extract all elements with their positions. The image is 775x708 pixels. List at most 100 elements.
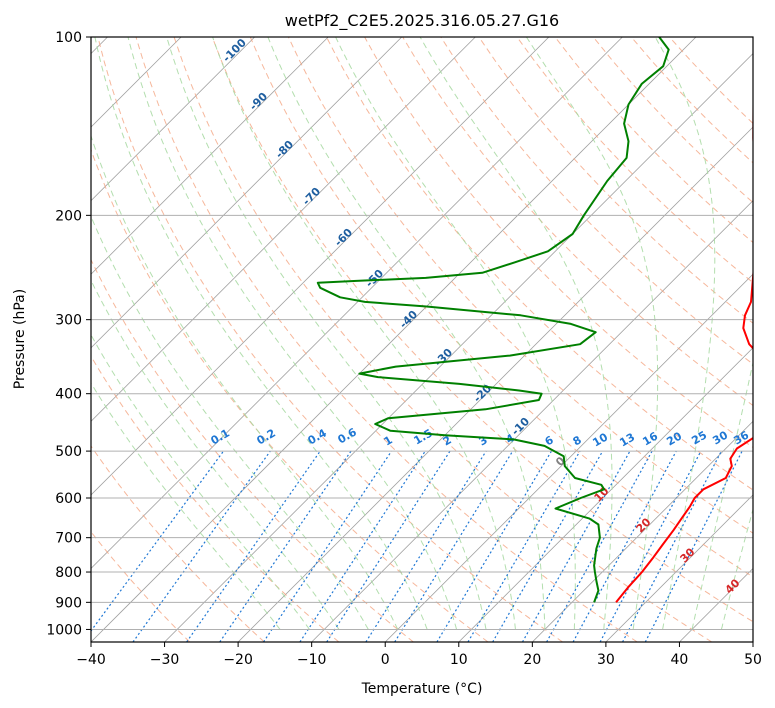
adiabat-label: 16 xyxy=(640,429,660,448)
chart-title: wetPf2_C2E5.2025.316.05.27.G16 xyxy=(285,11,559,31)
mixing-ratio-line xyxy=(132,450,271,642)
adiabat-label: 20 xyxy=(664,429,684,448)
sounding-series xyxy=(316,37,753,603)
dewpoint-profile-line xyxy=(316,37,670,603)
y-axis-title: Pressure (hPa) xyxy=(12,289,28,389)
moist-adiabat xyxy=(166,37,487,630)
dry-adiabat xyxy=(91,148,489,642)
mixing-ratio-line xyxy=(263,450,393,642)
moist-adiabat xyxy=(720,507,753,630)
moist-adiabat xyxy=(691,360,753,630)
dry-adiabat xyxy=(211,37,753,623)
mixing-ratio-line xyxy=(394,450,514,642)
dry-adiabat xyxy=(97,37,563,642)
adiabat-label: 25 xyxy=(689,429,709,448)
isotherm-line xyxy=(384,273,753,642)
adiabat-label: -80 xyxy=(273,138,296,161)
y-tick-label: 200 xyxy=(55,208,82,224)
adiabat-label: 3 xyxy=(477,433,490,448)
adiabat-label: -10 xyxy=(509,415,532,438)
x-tick-label: −20 xyxy=(223,652,253,668)
mixing-ratio-line xyxy=(365,450,487,642)
moist-adiabat xyxy=(127,37,458,630)
y-tick-label: 800 xyxy=(55,565,82,581)
adiabat-label: -50 xyxy=(363,267,386,290)
isotherm-line xyxy=(605,494,753,642)
y-tick-label: 300 xyxy=(55,313,82,329)
y-tick-label: 400 xyxy=(55,387,82,403)
isotherm-line xyxy=(91,37,623,570)
x-tick-label: 0 xyxy=(381,652,390,668)
dry-adiabat xyxy=(478,37,753,324)
isotherm-line xyxy=(311,200,753,642)
dry-adiabat xyxy=(91,445,265,642)
mixing-ratio-line xyxy=(326,450,451,642)
dry-adiabat xyxy=(173,37,713,642)
adiabat-label: 1.5 xyxy=(412,426,435,447)
moist-adiabat xyxy=(91,279,340,630)
mixing-ratio-line xyxy=(599,450,702,642)
dry-adiabat xyxy=(249,37,753,578)
y-tick-label: 900 xyxy=(55,595,82,611)
x-axis-title: Temperature (°C) xyxy=(361,681,483,697)
x-tick-label: 40 xyxy=(671,652,689,668)
mixing-ratio-line xyxy=(546,450,653,642)
x-tick-label: 50 xyxy=(744,652,762,668)
moist-adiabat xyxy=(525,37,659,630)
adiabat-label: 30 xyxy=(678,545,698,565)
x-tick-label: −10 xyxy=(297,652,327,668)
mixing-ratio-line xyxy=(492,450,604,642)
dry-adiabat xyxy=(326,37,753,491)
mixing-ratio-line xyxy=(572,450,677,642)
dry-adiabat xyxy=(91,355,340,642)
adiabat-label: -30 xyxy=(432,346,455,369)
dry-adiabat xyxy=(91,258,414,642)
dry-adiabat xyxy=(135,37,638,642)
isotherm-line xyxy=(91,37,697,642)
x-tick-label: 10 xyxy=(450,652,468,668)
isotherm-line xyxy=(458,347,753,642)
mixing-ratio-line xyxy=(521,450,631,642)
isotherm-line xyxy=(532,420,753,642)
moist-adiabat xyxy=(419,37,613,630)
moist-adiabat xyxy=(91,214,369,630)
isobar-grid xyxy=(91,37,753,630)
adiabat-label: 10 xyxy=(592,484,612,504)
moist-adiabat xyxy=(654,37,716,630)
isotherm-line xyxy=(91,37,255,202)
x-tick-label: 30 xyxy=(597,652,615,668)
x-tick-label: −30 xyxy=(150,652,180,668)
mixing-ratio-line xyxy=(91,450,224,632)
x-axis: −40 −30 −20 −10 0 10 20 30 40 50 xyxy=(76,642,762,668)
isotherm-line xyxy=(237,126,753,642)
temperature-profile-line xyxy=(615,100,753,603)
moist-adiabat xyxy=(335,37,576,630)
isotherm-line xyxy=(91,37,403,349)
isotherm-line xyxy=(164,52,753,642)
adiabat-label: -70 xyxy=(300,185,323,208)
adiabat-label: 30 xyxy=(710,428,730,447)
adiabat-label: 20 xyxy=(634,515,654,535)
mixing-ratio-line xyxy=(436,450,552,642)
adiabat-label: 0.6 xyxy=(336,425,360,446)
x-tick-label: −40 xyxy=(76,652,106,668)
y-tick-label: 500 xyxy=(55,444,82,460)
dry-adiabat xyxy=(91,531,191,642)
moist-adiabat xyxy=(212,37,516,630)
adiabat-label: 13 xyxy=(617,431,637,450)
isotherm-line xyxy=(91,37,329,275)
adiabat-label: 0.4 xyxy=(306,426,330,447)
dry-adiabat xyxy=(516,37,753,284)
background-lines xyxy=(91,37,753,642)
dry-adiabat xyxy=(440,37,753,365)
dry-adiabat xyxy=(287,37,753,534)
adiabat-label: 0.2 xyxy=(255,426,278,447)
moist-adiabat xyxy=(91,382,281,630)
mixing-ratio-line xyxy=(644,450,743,642)
adiabat-label: 0.1 xyxy=(209,426,232,447)
y-tick-label: 1000 xyxy=(46,622,82,638)
isotherm-line xyxy=(91,37,550,496)
y-tick-label: 100 xyxy=(55,30,82,46)
y-axis: 100 200 300 400 500 600 700 800 900 1000 xyxy=(46,30,91,638)
